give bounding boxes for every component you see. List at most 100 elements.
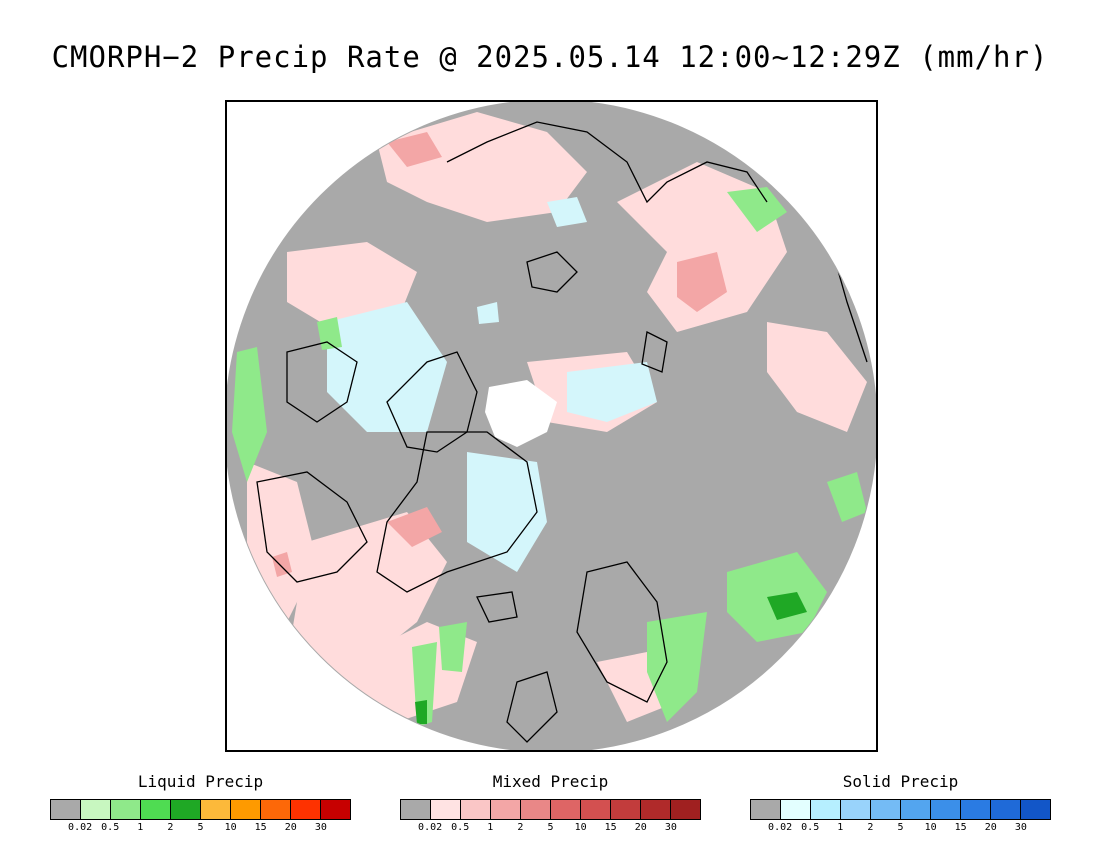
color-swatch	[81, 800, 111, 819]
tick-label: 15	[604, 822, 617, 833]
tick-label: 15	[954, 822, 967, 833]
map-panel	[225, 100, 878, 752]
legend-solid-precip: Solid Precip 0.02 0.5 1 2 5 10 15 20 30	[750, 772, 1051, 834]
color-swatch	[521, 800, 551, 819]
tick-label: 30	[664, 822, 677, 833]
coastline	[286, 341, 358, 423]
color-swatch	[491, 800, 521, 819]
tick-labels: 0.02 0.5 1 2 5 10 15 20 30	[750, 820, 1051, 834]
color-swatch	[961, 800, 991, 819]
mixed-precip-moderate-area	[387, 132, 442, 167]
tick-label: 20	[634, 822, 647, 833]
legend-mixed-precip: Mixed Precip 0.02 0.5 1 2 5 10 15 20 30	[400, 772, 701, 834]
coastline	[446, 121, 768, 204]
tick-label: 10	[924, 822, 937, 833]
liquid-precip-area	[647, 612, 707, 722]
color-swatch	[671, 800, 700, 819]
legend-title: Liquid Precip	[137, 772, 264, 791]
liquid-precip-area	[317, 317, 342, 350]
tick-label: 0.02	[768, 822, 793, 833]
solid-precip-area	[547, 197, 587, 227]
color-swatch	[201, 800, 231, 819]
color-swatch	[171, 800, 201, 819]
tick-label: 0.5	[801, 822, 820, 833]
tick-label: 1	[837, 822, 844, 833]
coastline	[506, 671, 558, 743]
tick-label: 2	[517, 822, 524, 833]
color-swatch	[841, 800, 871, 819]
mixed-precip-moderate-area	[677, 252, 727, 312]
color-swatch	[751, 800, 781, 819]
liquid-precip-heavy-area	[415, 700, 427, 724]
mixed-precip-moderate-area	[387, 507, 442, 547]
color-scale	[750, 799, 1051, 820]
solid-precip-area	[567, 362, 657, 422]
color-swatch	[291, 800, 321, 819]
mixed-precip-moderate-area	[272, 552, 292, 577]
tick-label: 30	[1014, 822, 1027, 833]
tick-label: 0.02	[418, 822, 443, 833]
color-swatch	[811, 800, 841, 819]
color-swatch	[611, 800, 641, 819]
color-swatch	[141, 800, 171, 819]
coastline	[576, 561, 668, 703]
polar-precip-map	[227, 102, 876, 750]
tick-label: 0.5	[101, 822, 120, 833]
color-swatch	[51, 800, 81, 819]
liquid-precip-heavy	[415, 592, 807, 724]
tick-label: 20	[984, 822, 997, 833]
color-swatch	[431, 800, 461, 819]
tick-labels: 0.02 0.5 1 2 5 10 15 20 30	[400, 820, 701, 834]
tick-label: 0.5	[451, 822, 470, 833]
color-swatch	[931, 800, 961, 819]
solid-precip-areas	[327, 197, 657, 572]
tick-label: 10	[574, 822, 587, 833]
color-swatch	[321, 800, 350, 819]
tick-label: 5	[547, 822, 554, 833]
map-title: CMORPH−2 Precip Rate @ 2025.05.14 12:00~…	[51, 40, 1049, 74]
color-swatch	[871, 800, 901, 819]
color-swatch	[991, 800, 1021, 819]
mixed-precip-area	[287, 512, 447, 702]
liquid-precip-area	[827, 472, 867, 522]
color-swatch	[111, 800, 141, 819]
tick-label: 2	[867, 822, 874, 833]
legend-liquid-precip: Liquid Precip 0.02 0.5 1 2 5 10 15 20 30	[50, 772, 351, 834]
legend-title: Solid Precip	[842, 772, 959, 791]
tick-label: 1	[487, 822, 494, 833]
pole-missing-data	[485, 380, 557, 447]
tick-label: 0.02	[68, 822, 93, 833]
color-swatch	[1021, 800, 1050, 819]
liquid-precip-area	[727, 187, 787, 232]
color-scale	[50, 799, 351, 820]
tick-label: 20	[284, 822, 297, 833]
tick-label: 2	[167, 822, 174, 833]
color-swatch	[901, 800, 931, 819]
solid-precip-area	[467, 452, 547, 572]
coastline	[641, 331, 668, 373]
color-swatch	[231, 800, 261, 819]
coastline	[256, 471, 368, 583]
tick-labels: 0.02 0.5 1 2 5 10 15 20 30	[50, 820, 351, 834]
tick-label: 10	[224, 822, 237, 833]
color-swatch	[641, 800, 671, 819]
coastline	[386, 351, 478, 453]
color-swatch	[401, 800, 431, 819]
coastline	[526, 251, 578, 293]
mixed-precip-area	[767, 322, 867, 432]
color-swatch	[461, 800, 491, 819]
color-swatch	[551, 800, 581, 819]
color-swatch	[581, 800, 611, 819]
tick-label: 30	[314, 822, 327, 833]
tick-label: 5	[197, 822, 204, 833]
liquid-precip-area	[232, 347, 267, 482]
mixed-precip-moderate	[272, 132, 727, 577]
solid-precip-area	[327, 302, 447, 432]
color-swatch	[781, 800, 811, 819]
coastline	[376, 431, 538, 593]
solid-precip-area	[477, 302, 499, 324]
liquid-precip-area	[439, 622, 467, 672]
liquid-precip-heavy-area	[767, 592, 807, 620]
legend-title: Mixed Precip	[492, 772, 609, 791]
color-scale	[400, 799, 701, 820]
